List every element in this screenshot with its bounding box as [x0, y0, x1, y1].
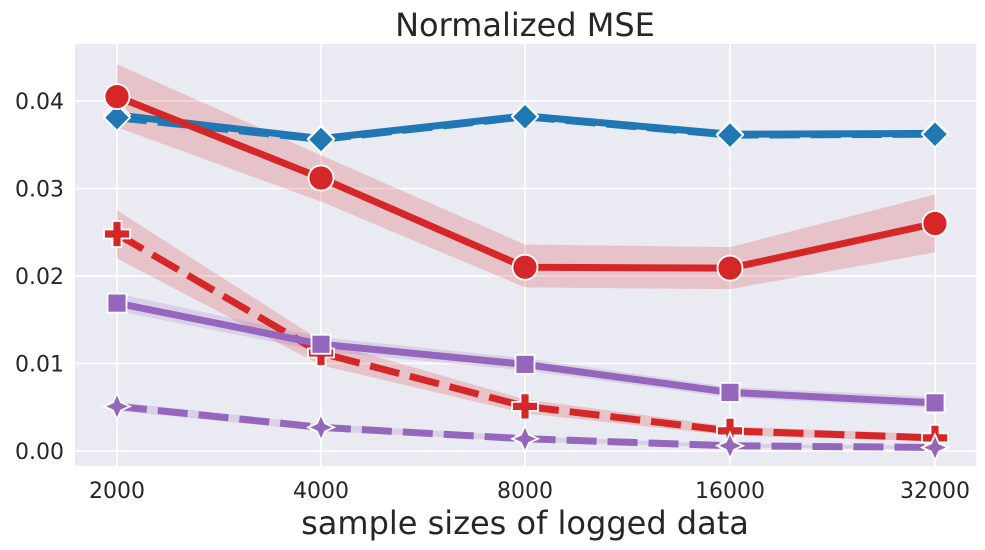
data-point — [921, 210, 949, 237]
x-tick-label: 8000 — [497, 479, 553, 504]
data-point — [305, 412, 337, 443]
data-point — [714, 430, 746, 461]
marker-layer — [101, 83, 951, 463]
y-tick-labels: 0.00 0.01 0.02 0.03 0.04 — [15, 90, 64, 465]
data-point — [103, 83, 131, 111]
data-point — [510, 102, 540, 132]
x-tick-label: 4000 — [293, 479, 349, 504]
confidence-band — [117, 64, 935, 290]
data-point — [106, 292, 128, 314]
data-point — [307, 164, 335, 192]
data-point — [101, 391, 133, 422]
data-point — [511, 392, 539, 421]
data-point — [102, 103, 132, 132]
x-tick-label: 2000 — [89, 479, 145, 504]
y-tick-label: 0.00 — [15, 440, 64, 465]
data-point — [511, 253, 539, 281]
data-point — [715, 120, 745, 150]
x-tick-label: 32000 — [900, 479, 970, 504]
data-point — [103, 220, 131, 248]
x-axis-label: sample sizes of logged data — [301, 504, 749, 542]
data-point — [509, 423, 541, 454]
y-tick-label: 0.02 — [15, 265, 64, 290]
y-tick-label: 0.01 — [15, 353, 64, 378]
y-tick-label: 0.04 — [15, 90, 64, 115]
data-point — [306, 125, 336, 154]
y-tick-label: 0.03 — [15, 178, 64, 203]
data-point — [920, 119, 950, 149]
chart-title: Normalized MSE — [395, 6, 655, 44]
data-point — [310, 333, 332, 355]
data-point — [514, 353, 536, 375]
data-point — [919, 432, 951, 463]
data-point — [716, 254, 744, 282]
data-point — [924, 392, 946, 414]
series-line — [115, 230, 936, 442]
x-tick-labels: 2000 4000 8000 16000 32000 — [89, 479, 970, 504]
data-point — [719, 381, 741, 403]
series-line — [116, 402, 936, 451]
x-tick-label: 16000 — [695, 479, 765, 504]
